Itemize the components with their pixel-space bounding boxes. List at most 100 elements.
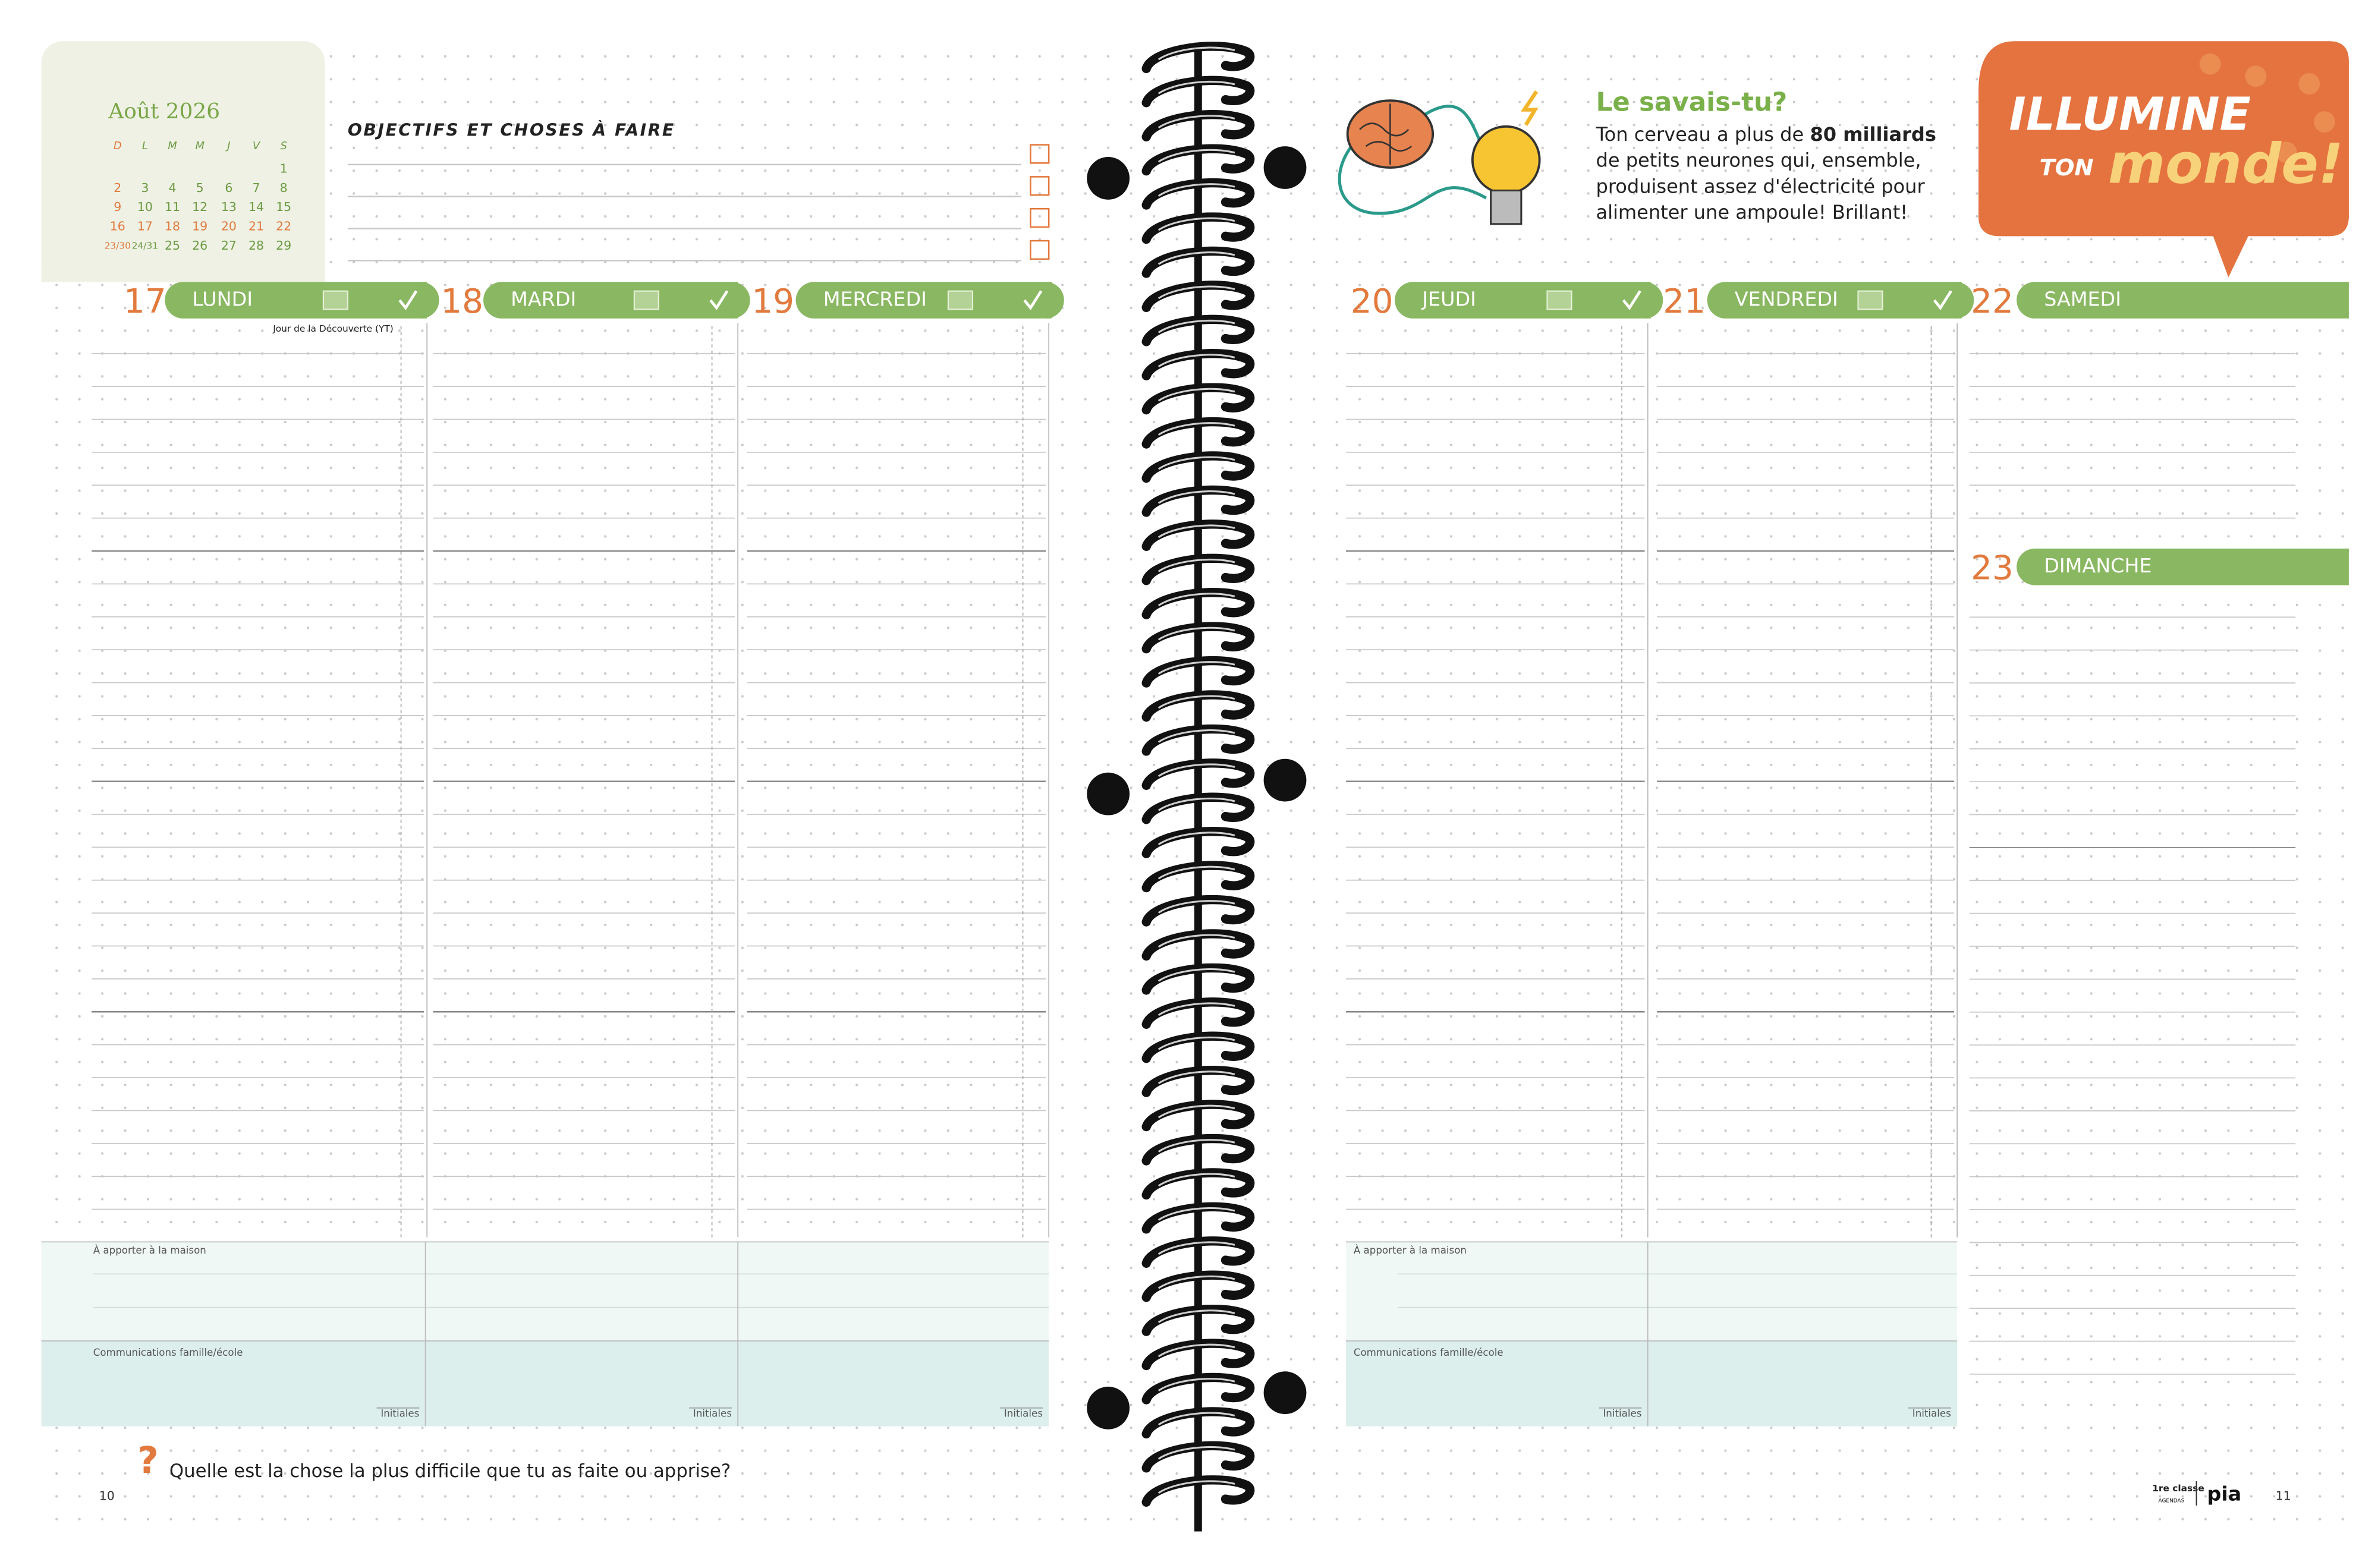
calendar-day: 26: [192, 238, 207, 253]
initials-label: Initiales: [1603, 1408, 1641, 1419]
bring-home-label: À apporter à la maison: [93, 1245, 206, 1256]
calendar-day: 7: [253, 181, 260, 195]
calendar-day: 10: [137, 200, 153, 214]
spiral-shine: [1157, 1070, 1235, 1085]
banner-dot: [2275, 141, 2297, 163]
spiral-shine: [1157, 149, 1235, 163]
spiral-loop: [1141, 588, 1255, 619]
spiral-shine: [1157, 1207, 1235, 1221]
calendar-month: Août 2026: [108, 99, 220, 124]
fact-text: Ton cerveau a plus de: [1595, 123, 1804, 146]
spiral-loop: [1141, 1441, 1255, 1473]
calendar-day: 8: [280, 181, 288, 195]
day-number: 17: [124, 282, 166, 321]
spiral-shine: [1157, 865, 1235, 880]
spiral-loop: [1141, 451, 1255, 483]
calendar-day: 27: [221, 238, 237, 253]
day-header-box: [1546, 290, 1572, 310]
spiral-shine: [1157, 115, 1235, 129]
calendar-day: 25: [165, 238, 180, 253]
day-header-pill: [2017, 282, 2349, 319]
calendar-day: 12: [192, 200, 207, 214]
spiral-loop: [1141, 1100, 1255, 1132]
banner-dot: [2298, 73, 2320, 95]
spiral-shine: [1157, 661, 1235, 675]
calendar-day: 5: [196, 181, 204, 195]
day-header-pill-end: [1644, 282, 1663, 319]
spiral-shine: [1157, 900, 1235, 914]
spiral-loop: [1141, 1372, 1255, 1405]
wire: [1424, 105, 1483, 146]
fact-title: Le savais-tu?: [1596, 87, 1787, 117]
calendar-day: 13: [221, 200, 237, 214]
goal-checkbox: [1030, 240, 1050, 260]
brain-folds: [1359, 103, 1413, 165]
spiral-loop: [1141, 724, 1255, 756]
day-check: [709, 290, 729, 310]
spiral-shine: [1157, 490, 1235, 504]
spiral-loop: [1141, 1270, 1255, 1302]
fact-line: produisent assez d'électricité pour: [1596, 175, 1925, 197]
spiral-loop: [1141, 1066, 1255, 1097]
calendar-weekday: M: [168, 140, 177, 152]
communications-label: Communications famille/école: [93, 1347, 243, 1358]
spiral-shine: [1157, 183, 1235, 197]
spiral-loop: [1141, 144, 1255, 176]
day-header-pill-end: [731, 282, 750, 319]
spiral-shine: [1157, 456, 1235, 470]
goal-checkbox: [1030, 144, 1050, 164]
initials-label: Initiales: [1913, 1408, 1951, 1419]
banner-dot: [2245, 65, 2267, 87]
fact-line: Ton cerveau a plus de 80 milliards: [1595, 123, 1936, 146]
spiral-shine: [1157, 1446, 1235, 1460]
spiral-shine: [1157, 1412, 1235, 1426]
day-check: [398, 290, 418, 310]
banner-line2a: TON: [2040, 155, 2094, 181]
spiral-shine: [1157, 797, 1235, 811]
spiral-loop: [1141, 895, 1255, 927]
spiral-shine: [1157, 354, 1235, 368]
spiral-loop: [1141, 690, 1255, 722]
question: Quelle est la chose la plus difficile qu…: [169, 1460, 731, 1482]
spiral-loop: [1141, 383, 1255, 415]
calendar-day: 23/30: [105, 240, 131, 251]
spiral-shine: [1157, 285, 1235, 300]
fact-line: de petits neurones qui, ensemble,: [1596, 149, 1921, 172]
fact-emphasis: 80 milliards: [1810, 123, 1936, 146]
spiral-shine: [1157, 729, 1235, 743]
day-header-pill-end: [420, 282, 439, 319]
calendar-day: 17: [137, 219, 153, 233]
day-number: 20: [1351, 282, 1394, 321]
spiral-loop: [1141, 1031, 1255, 1063]
day-header-pill: [1395, 282, 1651, 319]
initials-label: Initiales: [693, 1408, 732, 1419]
day-name: SAMEDI: [2044, 288, 2121, 311]
spiral-shine: [1157, 968, 1235, 982]
calendar-day: 6: [225, 181, 232, 195]
spiral-shine: [1157, 695, 1235, 709]
day-number: 19: [751, 282, 794, 321]
spiral-loop: [1141, 553, 1255, 585]
goals-title: OBJECTIFS ET CHOSES À FAIRE: [348, 119, 675, 140]
day-number: 22: [1971, 282, 2014, 321]
banner-line1: ILLUMINE: [2009, 88, 2251, 141]
spiral-shine: [1157, 524, 1235, 539]
spiral-shine: [1157, 46, 1235, 61]
logo-agendas: AGENDAS: [2158, 1498, 2184, 1504]
banner-dot: [2199, 53, 2221, 75]
spiral-loop: [1141, 281, 1255, 313]
spiral-loop: [1141, 314, 1255, 347]
spiral-loop: [1141, 929, 1255, 961]
spiral-loop: [1141, 519, 1255, 552]
bulb: [1471, 125, 1541, 195]
calendar-day: 28: [249, 238, 264, 253]
calendar-weekday: L: [142, 140, 148, 152]
spiral-shine: [1157, 1036, 1235, 1050]
calendar-day: 3: [141, 181, 149, 195]
spiral-shine: [1157, 1241, 1235, 1255]
day-header-pill-end: [1955, 282, 1974, 319]
spiral-loop: [1141, 1236, 1255, 1268]
spiral-shine: [1157, 422, 1235, 436]
